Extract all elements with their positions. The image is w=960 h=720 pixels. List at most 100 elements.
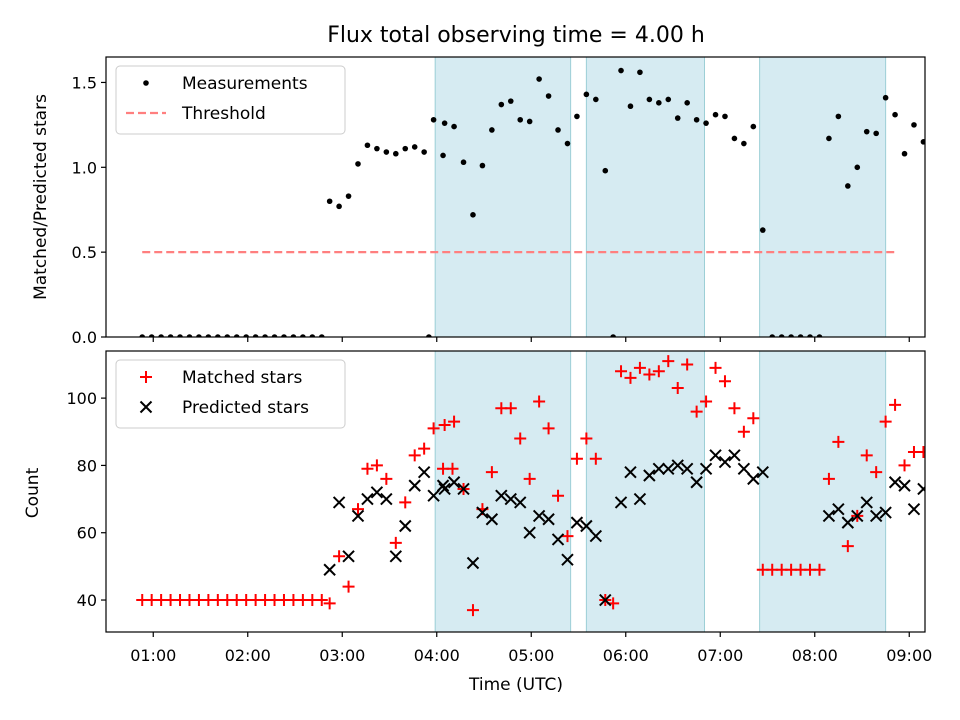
predicted-stars-point: [495, 489, 508, 502]
measurement-point: [460, 159, 467, 166]
measurement-point: [215, 334, 221, 337]
x-tick-label: 04:00: [414, 646, 460, 665]
predicted-stars-point: [476, 506, 489, 519]
measurement-point: [421, 149, 427, 155]
matched-stars-point: [709, 361, 722, 374]
x-tick-label: 05:00: [508, 646, 554, 665]
predicted-stars-point: [514, 496, 527, 509]
matched-stars-point: [399, 496, 412, 509]
predicted-stars-point: [370, 486, 384, 499]
measurement-point: [271, 334, 278, 337]
measurement-point: [637, 69, 643, 76]
measurement-point: [882, 94, 889, 101]
measurement-point: [167, 334, 174, 337]
matched-stars-point: [946, 574, 958, 586]
measurement-point: [674, 115, 681, 121]
measurement-point: [364, 142, 371, 149]
measurement-point: [602, 167, 609, 174]
matched-stars-point: [380, 472, 393, 485]
chart-title: Flux total observing time = 4.00 h: [327, 23, 705, 48]
matched-stars-point: [580, 432, 593, 445]
predicted-stars-point: [542, 513, 555, 526]
matched-stars-point: [542, 422, 555, 435]
predicted-stars-point: [851, 509, 864, 523]
matched-stars-point: [860, 449, 873, 462]
matched-stars-point: [889, 398, 902, 411]
predicted-stars-point: [652, 462, 666, 475]
measurement-point: [336, 203, 342, 210]
predicted-stars-point: [485, 513, 499, 526]
measurement-point: [148, 334, 155, 337]
matched-stars-point: [681, 358, 694, 371]
measurement-point: [440, 152, 446, 159]
measurement-point: [526, 118, 533, 125]
predicted-stars-point: [728, 449, 741, 462]
matched-stars-point: [671, 382, 684, 395]
y-tick-label: 0.5: [72, 243, 97, 262]
matched-stars-point: [700, 395, 713, 408]
predicted-stars-point: [737, 462, 751, 475]
predicted-stars-point: [699, 462, 713, 475]
y-tick-label: 1.5: [72, 73, 97, 92]
predicted-stars-point: [551, 533, 565, 546]
predicted-stars-point: [436, 479, 450, 492]
matched-stars-point: [389, 536, 402, 549]
measurement-point: [816, 334, 823, 337]
matched-stars-point: [718, 375, 731, 388]
matched-stars-point: [448, 415, 461, 428]
matched-stars-point: [342, 580, 355, 593]
measurement-point: [196, 334, 202, 337]
observing-interval-band: [434, 350, 572, 633]
legend-measurement-marker: [143, 80, 149, 86]
matched-stars-point: [533, 395, 546, 408]
axes-frame: [105, 350, 926, 633]
matched-stars-point: [333, 550, 346, 563]
measurement-point: [835, 113, 842, 120]
observing-interval-band: [759, 56, 887, 338]
measurement-point: [555, 127, 561, 133]
predicted-stars-point: [756, 465, 769, 479]
measurement-point: [854, 164, 861, 171]
matched-stars-point: [523, 472, 536, 485]
predicted-stars-point: [832, 502, 845, 516]
predicted-stars-point: [361, 492, 374, 506]
measurement-point: [545, 93, 552, 99]
predicted-stars-point: [937, 470, 948, 481]
legend-box: [115, 359, 346, 429]
predicted-stars-point: [747, 472, 760, 486]
measurement-point: [536, 76, 542, 82]
x-axis-label: Time (UTC): [468, 675, 563, 695]
measurement-point: [863, 128, 870, 135]
y-tick-label: 40: [77, 591, 97, 610]
measurement-point: [205, 334, 212, 337]
predicted-stars-point: [389, 550, 403, 563]
predicted-stars-point: [570, 516, 584, 529]
measurement-point: [722, 113, 728, 120]
measurement-point: [374, 145, 380, 152]
predicted-stars-point: [633, 492, 647, 506]
observing-interval-band: [434, 56, 572, 338]
legend-predicted-marker: [139, 400, 153, 414]
legend-matched-marker: [140, 371, 152, 383]
predicted-stars-point: [671, 459, 684, 472]
measurement-point: [262, 334, 268, 337]
x-tick-label: 09:00: [886, 646, 932, 665]
x-tick-label: 01:00: [130, 646, 176, 665]
predicted-stars-point: [599, 593, 612, 607]
plot-area: [139, 67, 946, 337]
observing-interval-band: [585, 56, 705, 338]
predicted-stars-point: [718, 455, 732, 469]
measurement-point: [873, 130, 879, 137]
measurement-point: [345, 193, 352, 199]
predicted-stars-point: [898, 479, 911, 492]
predicted-stars-point: [342, 550, 355, 563]
matched-stars-point: [690, 405, 703, 418]
measurement-point: [759, 227, 766, 233]
matched-stars-point: [832, 435, 845, 448]
legend-label: Predicted stars: [182, 398, 309, 418]
measurement-point: [693, 116, 700, 123]
measurement-point: [470, 212, 476, 218]
measurement-point: [940, 200, 946, 206]
predicted-stars-point: [417, 465, 431, 479]
measurement-point: [355, 161, 361, 167]
